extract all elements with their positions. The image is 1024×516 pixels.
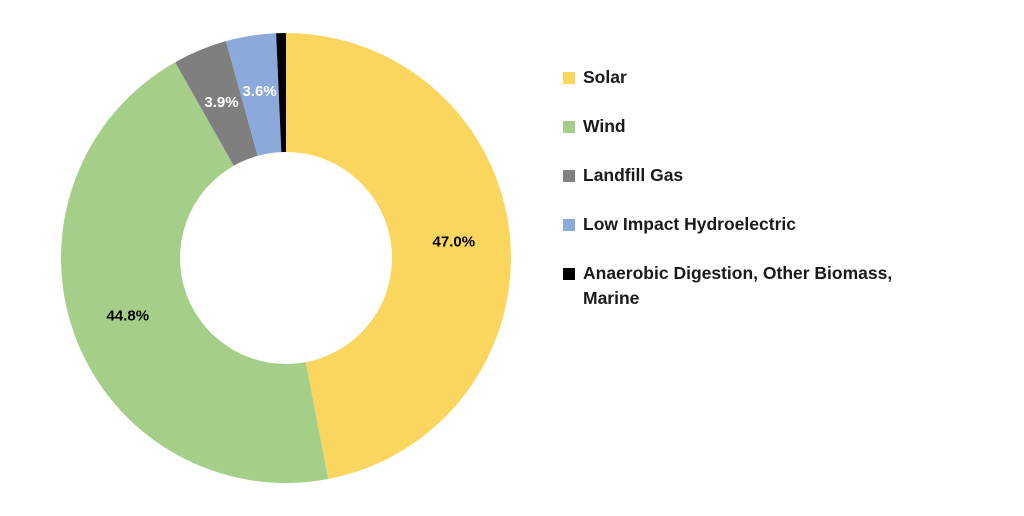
slice-landfill-gas (175, 41, 258, 166)
legend: Solar Wind Landfill Gas Low Impact Hydroele… (563, 65, 1003, 335)
legend-label-line: Solar (583, 67, 627, 87)
legend-swatch-wind (563, 121, 575, 133)
legend-item-solar: Solar (563, 65, 1003, 90)
slice-label-low-impact-hydroelectric: 3.6% (242, 83, 276, 100)
slice-label-wind: 44.8% (107, 308, 150, 325)
legend-label-line: Low Impact Hydroelectric (583, 214, 796, 234)
slice-label-solar: 47.0% (433, 234, 476, 251)
slice-solar (286, 33, 511, 480)
legend-swatch-solar (563, 72, 575, 84)
slice-wind (61, 62, 329, 483)
legend-item-label: Landfill Gas (583, 163, 683, 188)
slice-anaerobic-digestion-other-biomass-marine (276, 33, 286, 153)
legend-label-line: Wind (583, 116, 626, 136)
legend-item-label: Low Impact Hydroelectric (583, 212, 796, 237)
legend-item-label: Solar (583, 65, 627, 90)
legend-swatch-anaerobic-digestion-other-biomass-marine (563, 268, 575, 280)
legend-label-line: Anaerobic Digestion, Other Biomass, (583, 263, 893, 283)
donut-chart: 47.0% 44.8% 3.9%3.6% (61, 33, 511, 483)
legend-swatch-landfill-gas (563, 170, 575, 182)
legend-swatch-low-impact-hydroelectric (563, 219, 575, 231)
legend-label-line: Landfill Gas (583, 165, 684, 185)
legend-item-label: Wind (583, 114, 626, 139)
legend-item-landfill-gas: Landfill Gas (563, 163, 1003, 188)
slice-low-impact-hydroelectric (225, 33, 282, 156)
legend-item-low-impact-hydroelectric: Low Impact Hydroelectric (563, 212, 1003, 237)
legend-label-line: Marine (583, 288, 640, 308)
legend-item-wind: Wind (563, 114, 1003, 139)
legend-item-label: Anaerobic Digestion, Other Biomass, Marin… (583, 261, 892, 311)
slice-label-landfill-gas: 3.9% (204, 94, 238, 111)
legend-item-anaerobic-digestion-other-biomass-marine: Anaerobic Digestion, Other Biomass, Marin… (563, 261, 1003, 311)
